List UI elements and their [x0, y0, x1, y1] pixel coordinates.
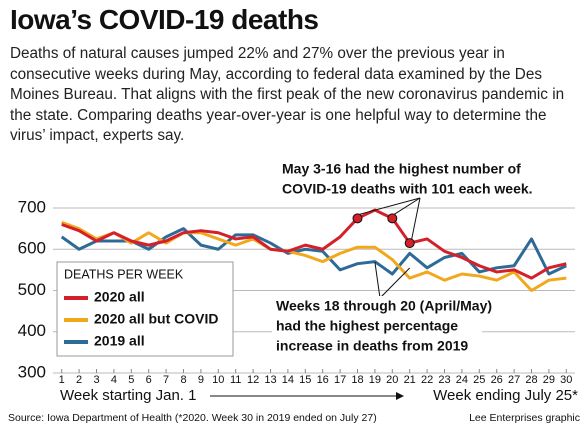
legend-title: DEATHS PER WEEK: [64, 267, 184, 281]
annotation: May 3-16 had the highest number of: [282, 161, 521, 177]
x-tick-label: 18: [351, 374, 363, 386]
legend-label: 2020 all: [94, 289, 145, 305]
x-axis-label: Week ending July 25*: [433, 387, 578, 404]
x-tick-label: 16: [317, 374, 329, 386]
arrow-head: [396, 392, 404, 400]
legend-label: 2019 all: [94, 333, 145, 349]
y-tick-label: 300: [18, 362, 46, 381]
x-tick-label: 17: [334, 374, 346, 386]
legend-label: 2020 all but COVID: [94, 311, 218, 327]
x-tick-label: 15: [299, 374, 311, 386]
x-tick-label: 8: [180, 374, 186, 386]
series-line: [60, 227, 567, 276]
x-tick-label: 19: [369, 374, 381, 386]
y-tick-label: 700: [18, 197, 46, 216]
x-tick-label: 23: [438, 374, 450, 386]
x-tick-label: 9: [198, 374, 204, 386]
x-tick-label: 27: [508, 374, 520, 386]
series-line: [61, 208, 567, 280]
annotation-arrow: [411, 197, 421, 240]
chart-title: Iowa’s COVID-19 deaths: [10, 4, 319, 35]
x-tick-label: 12: [247, 374, 259, 386]
x-tick-label: 2: [76, 374, 82, 386]
highlight-point: [352, 213, 363, 224]
x-tick-label: 24: [456, 374, 468, 386]
x-tick-label: 30: [560, 374, 572, 386]
x-axis-label: Week starting Jan. 1: [60, 387, 196, 404]
highlight-point: [404, 238, 415, 249]
x-tick-label: 5: [128, 374, 134, 386]
subtitle: Deaths of natural causes jumped 22% and …: [10, 45, 565, 144]
annotation: increase in deaths from 2019: [276, 338, 468, 354]
x-tick-label: 22: [421, 374, 433, 386]
x-tick-label: 25: [473, 374, 485, 386]
annotation-arrow: [374, 261, 381, 299]
x-tick-label: 6: [146, 374, 152, 386]
y-tick-label: 500: [18, 280, 46, 299]
annotation-arrow: [359, 197, 421, 215]
x-tick-label: 3: [93, 374, 99, 386]
x-tick-label: 20: [386, 374, 398, 386]
x-tick-label: 29: [543, 374, 555, 386]
x-tick-label: 28: [525, 374, 537, 386]
annotation: COVID-19 deaths with 101 each week.: [282, 181, 533, 197]
x-tick-label: 21: [404, 374, 416, 386]
annotation-bg: [272, 296, 482, 358]
x-tick-label: 11: [230, 374, 241, 386]
y-tick-label: 600: [18, 239, 46, 258]
annotation: Weeks 18 through 20 (April/May): [276, 298, 492, 314]
series-line: [61, 221, 567, 292]
x-tick-label: 7: [163, 374, 169, 386]
annotation-arrow: [379, 267, 411, 299]
annotation: had the highest percentage: [276, 318, 458, 334]
y-tick-label: 400: [18, 321, 46, 340]
x-tick-label: 4: [111, 374, 117, 386]
highlight-point: [387, 213, 398, 224]
x-tick-label: 1: [59, 374, 65, 386]
x-tick-label: 10: [212, 374, 224, 386]
annotation-arrow: [394, 197, 421, 215]
x-tick-label: 14: [282, 374, 294, 386]
source: Source: Iowa Department of Health (*2020…: [8, 412, 377, 424]
x-tick-label: 26: [491, 374, 503, 386]
credit: Lee Enterprises graphic: [469, 412, 580, 424]
x-tick-label: 13: [264, 374, 276, 386]
